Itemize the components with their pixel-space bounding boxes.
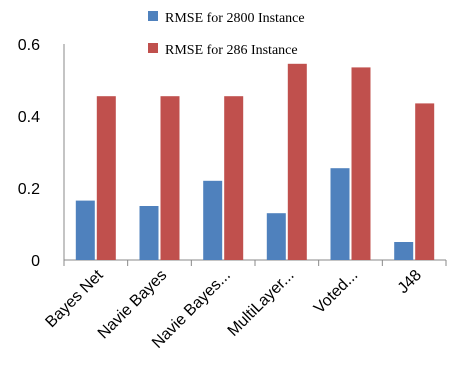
legend: RMSE for 2800 Instance RMSE for 286 Inst…	[148, 11, 305, 58]
bar-series1-5	[394, 242, 414, 260]
legend-swatch-286	[148, 43, 158, 53]
x-category-label: MultiLayer...	[225, 267, 298, 340]
bar-series2-4	[351, 67, 371, 261]
x-category-label: Voted...	[311, 267, 361, 317]
bars	[75, 63, 435, 261]
y-tick-label-3: 0.6	[18, 37, 40, 54]
bar-series2-1	[160, 96, 180, 260]
bar-series2-0	[96, 96, 116, 260]
bar-series2-2	[224, 96, 244, 260]
bar-series1-3	[266, 213, 286, 260]
legend-swatch-2800	[148, 11, 158, 21]
bar-series2-5	[415, 103, 435, 261]
y-tick-label-0: 0	[31, 253, 40, 270]
legend-label-2800: RMSE for 2800 Instance	[165, 11, 305, 26]
y-tick-label-2: 0.4	[18, 109, 40, 126]
bar-series1-2	[203, 180, 223, 260]
bar-series1-1	[139, 206, 159, 260]
y-axis: 0 0.2 0.4 0.6	[18, 37, 65, 270]
bar-series1-0	[75, 200, 95, 260]
x-ticks	[63, 260, 447, 266]
legend-label-286: RMSE for 286 Instance	[165, 43, 298, 58]
bar-series1-4	[330, 168, 350, 260]
x-category-label: J48	[395, 267, 425, 297]
y-tick-label-1: 0.2	[18, 181, 40, 198]
x-category-label: Bayes Net	[42, 266, 107, 331]
bar-series2-3	[287, 63, 307, 260]
